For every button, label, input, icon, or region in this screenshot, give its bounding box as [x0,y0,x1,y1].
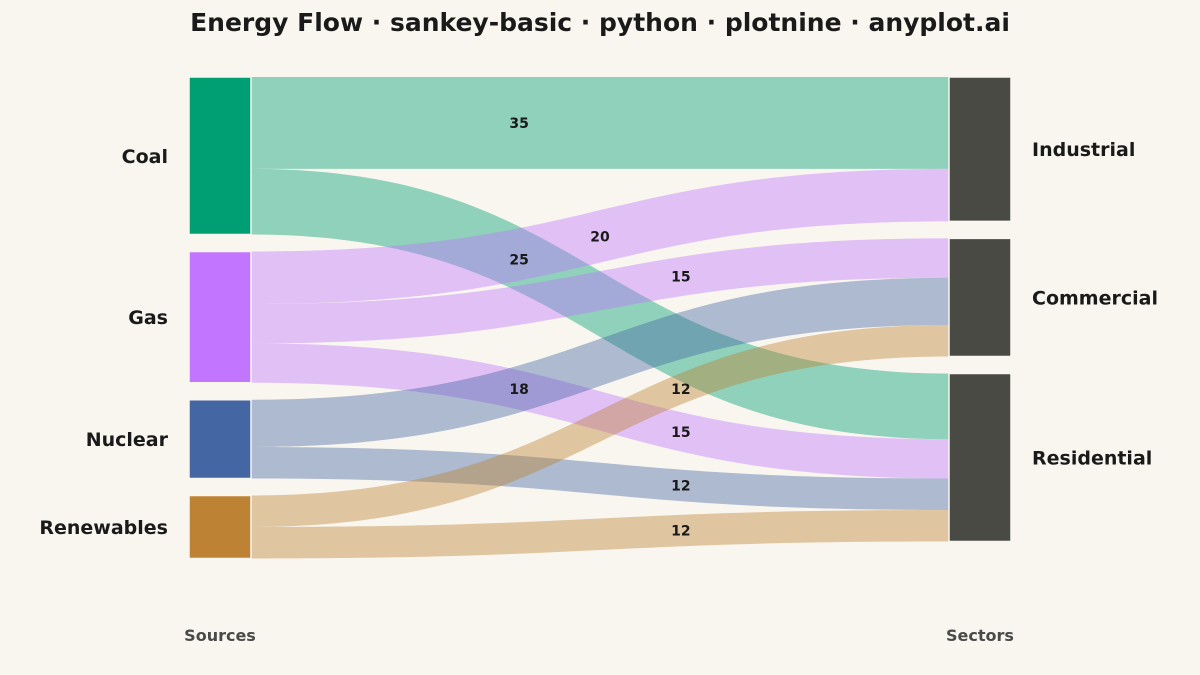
flow-coal-to-industrial [251,77,949,169]
links-layer [251,77,949,559]
source-label-coal: Coal [122,146,168,168]
source-label-renewables: Renewables [39,517,168,539]
nodes-layer [188,76,1012,560]
source-node-nuclear [188,399,252,480]
target-node-commercial [948,237,1012,358]
source-node-coal [188,76,252,236]
source-label-gas: Gas [128,307,168,329]
flow-coal-to-residential [251,168,949,440]
target-node-industrial [948,76,1012,223]
source-node-gas [188,250,252,384]
labels-layer: 35 25 20 15 15 18 12 12 12 Coal Gas Nuclear Renewabl… [39,116,1158,540]
flow-value-gas-to-residential: 15 [671,425,690,441]
flow-gas-to-residential [251,343,949,479]
flow-value-renewables-to-residential: 12 [671,524,690,540]
flow-gas-to-commercial [251,238,949,344]
flow-value-renewables-to-commercial: 12 [671,382,690,398]
flow-nuclear-to-residential [251,447,949,510]
flow-renewables-to-residential [251,510,949,559]
sectors-axis-label: Sectors [946,626,1014,645]
source-node-renewables [188,494,252,560]
flow-value-coal-to-industrial: 35 [509,116,528,132]
flow-renewables-to-commercial [251,325,949,527]
sources-axis-label: Sources [184,626,256,645]
target-label-industrial: Industrial [1032,139,1135,161]
flow-value-nuclear-to-commercial: 18 [509,382,528,398]
target-label-residential: Residential [1032,448,1152,470]
chart-title: Energy Flow · sankey-basic · python · pl… [190,8,1010,37]
flow-value-nuclear-to-residential: 12 [671,478,690,494]
flow-value-gas-to-industrial: 20 [590,229,610,245]
flow-gas-to-industrial [251,168,949,304]
flow-value-coal-to-residential: 25 [509,252,528,268]
flow-value-gas-to-commercial: 15 [671,270,690,286]
source-label-nuclear: Nuclear [86,429,169,451]
target-node-residential [948,372,1012,543]
target-label-commercial: Commercial [1032,287,1158,309]
flow-nuclear-to-commercial [251,277,949,447]
